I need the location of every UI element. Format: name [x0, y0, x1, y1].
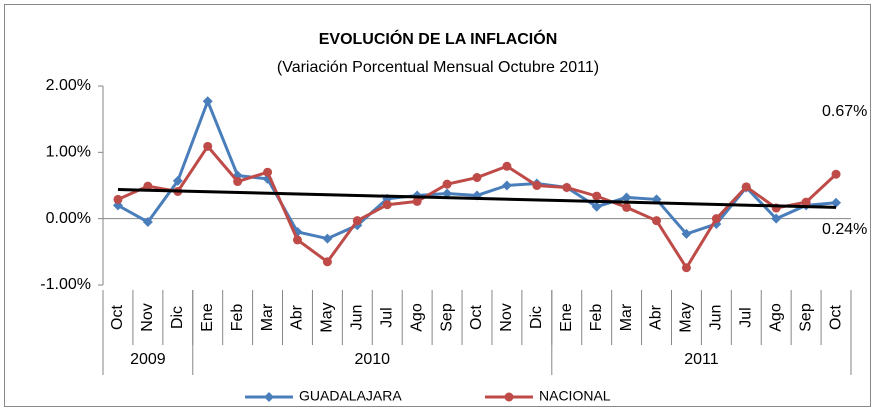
- data-point: [562, 182, 572, 192]
- data-point: [172, 175, 183, 186]
- chart-subtitle: (Variación Porcentual Mensual Octubre 20…: [277, 59, 599, 76]
- x-tick-label: Ene: [558, 303, 575, 332]
- data-point: [472, 173, 482, 183]
- x-tick-label: Oct: [827, 305, 844, 330]
- legend-marker: [504, 392, 514, 402]
- x-tick-label: Sep: [797, 303, 814, 332]
- x-tick-label: Nov: [498, 303, 515, 331]
- data-point: [621, 192, 632, 203]
- y-tick-label: -1.00%: [40, 276, 91, 293]
- x-tick-label: Abr: [648, 304, 665, 330]
- data-point: [741, 182, 751, 192]
- data-point: [502, 161, 512, 171]
- data-point: [352, 216, 362, 226]
- data-point: [322, 233, 333, 244]
- trendline: [117, 187, 837, 209]
- data-point: [681, 263, 691, 273]
- data-point: [831, 169, 841, 179]
- x-tick-label: Oct: [109, 305, 126, 330]
- annotation: 0.67%: [822, 103, 867, 120]
- x-tick-label: Mar: [618, 303, 635, 331]
- x-tick-label: Feb: [588, 304, 605, 332]
- data-point: [442, 179, 452, 189]
- data-point: [831, 197, 842, 208]
- data-point: [382, 200, 392, 210]
- x-tick-label: Ago: [767, 303, 784, 332]
- data-point: [442, 188, 453, 199]
- legend-label: GUADALAJARA: [299, 388, 402, 404]
- annotation: 0.24%: [822, 221, 867, 238]
- group-label: 2010: [354, 351, 390, 368]
- group-label: 2011: [684, 351, 719, 368]
- x-tick-label: Jul: [378, 307, 395, 327]
- data-point: [322, 257, 332, 267]
- x-tick-label: Jul: [737, 307, 754, 327]
- data-point: [292, 235, 302, 245]
- x-tick-label: May: [678, 302, 695, 332]
- x-tick-label: Dic: [169, 306, 186, 329]
- data-point: [142, 216, 153, 227]
- chart-title: EVOLUCIÓN DE LA INFLACIÓN: [319, 29, 558, 48]
- data-point: [233, 177, 243, 187]
- data-point: [681, 228, 692, 239]
- x-tick-label: Dic: [528, 306, 545, 329]
- x-tick-label: Sep: [438, 303, 455, 332]
- legend-label: NACIONAL: [539, 388, 611, 404]
- y-tick-label: 2.00%: [46, 77, 91, 94]
- y-tick-label: 1.00%: [46, 144, 91, 161]
- x-tick-label: May: [319, 302, 336, 332]
- x-tick-label: Ene: [199, 303, 216, 332]
- data-point: [801, 197, 811, 207]
- data-point: [501, 180, 512, 191]
- data-point: [143, 181, 153, 191]
- data-point: [592, 191, 602, 201]
- data-point: [263, 167, 273, 177]
- data-point: [771, 213, 782, 224]
- data-point: [113, 194, 123, 204]
- y-tick-label: 0.00%: [46, 210, 91, 227]
- group-label: 2009: [130, 351, 166, 368]
- data-point: [532, 181, 542, 190]
- legend-marker: [264, 392, 274, 402]
- x-tick-label: Jun: [349, 305, 366, 331]
- data-point: [711, 214, 721, 224]
- data-point: [622, 202, 632, 212]
- data-point: [202, 96, 213, 107]
- x-tick-label: Nov: [139, 303, 156, 331]
- data-point: [412, 196, 422, 206]
- data-point: [203, 141, 213, 151]
- data-point: [591, 201, 602, 212]
- x-tick-label: Mar: [259, 303, 276, 331]
- x-tick-label: Abr: [289, 304, 306, 330]
- x-tick-label: Jun: [708, 305, 725, 331]
- x-tick-label: Ago: [408, 303, 425, 332]
- x-tick-label: Feb: [229, 304, 246, 332]
- data-point: [652, 216, 662, 226]
- x-tick-label: Oct: [468, 305, 485, 330]
